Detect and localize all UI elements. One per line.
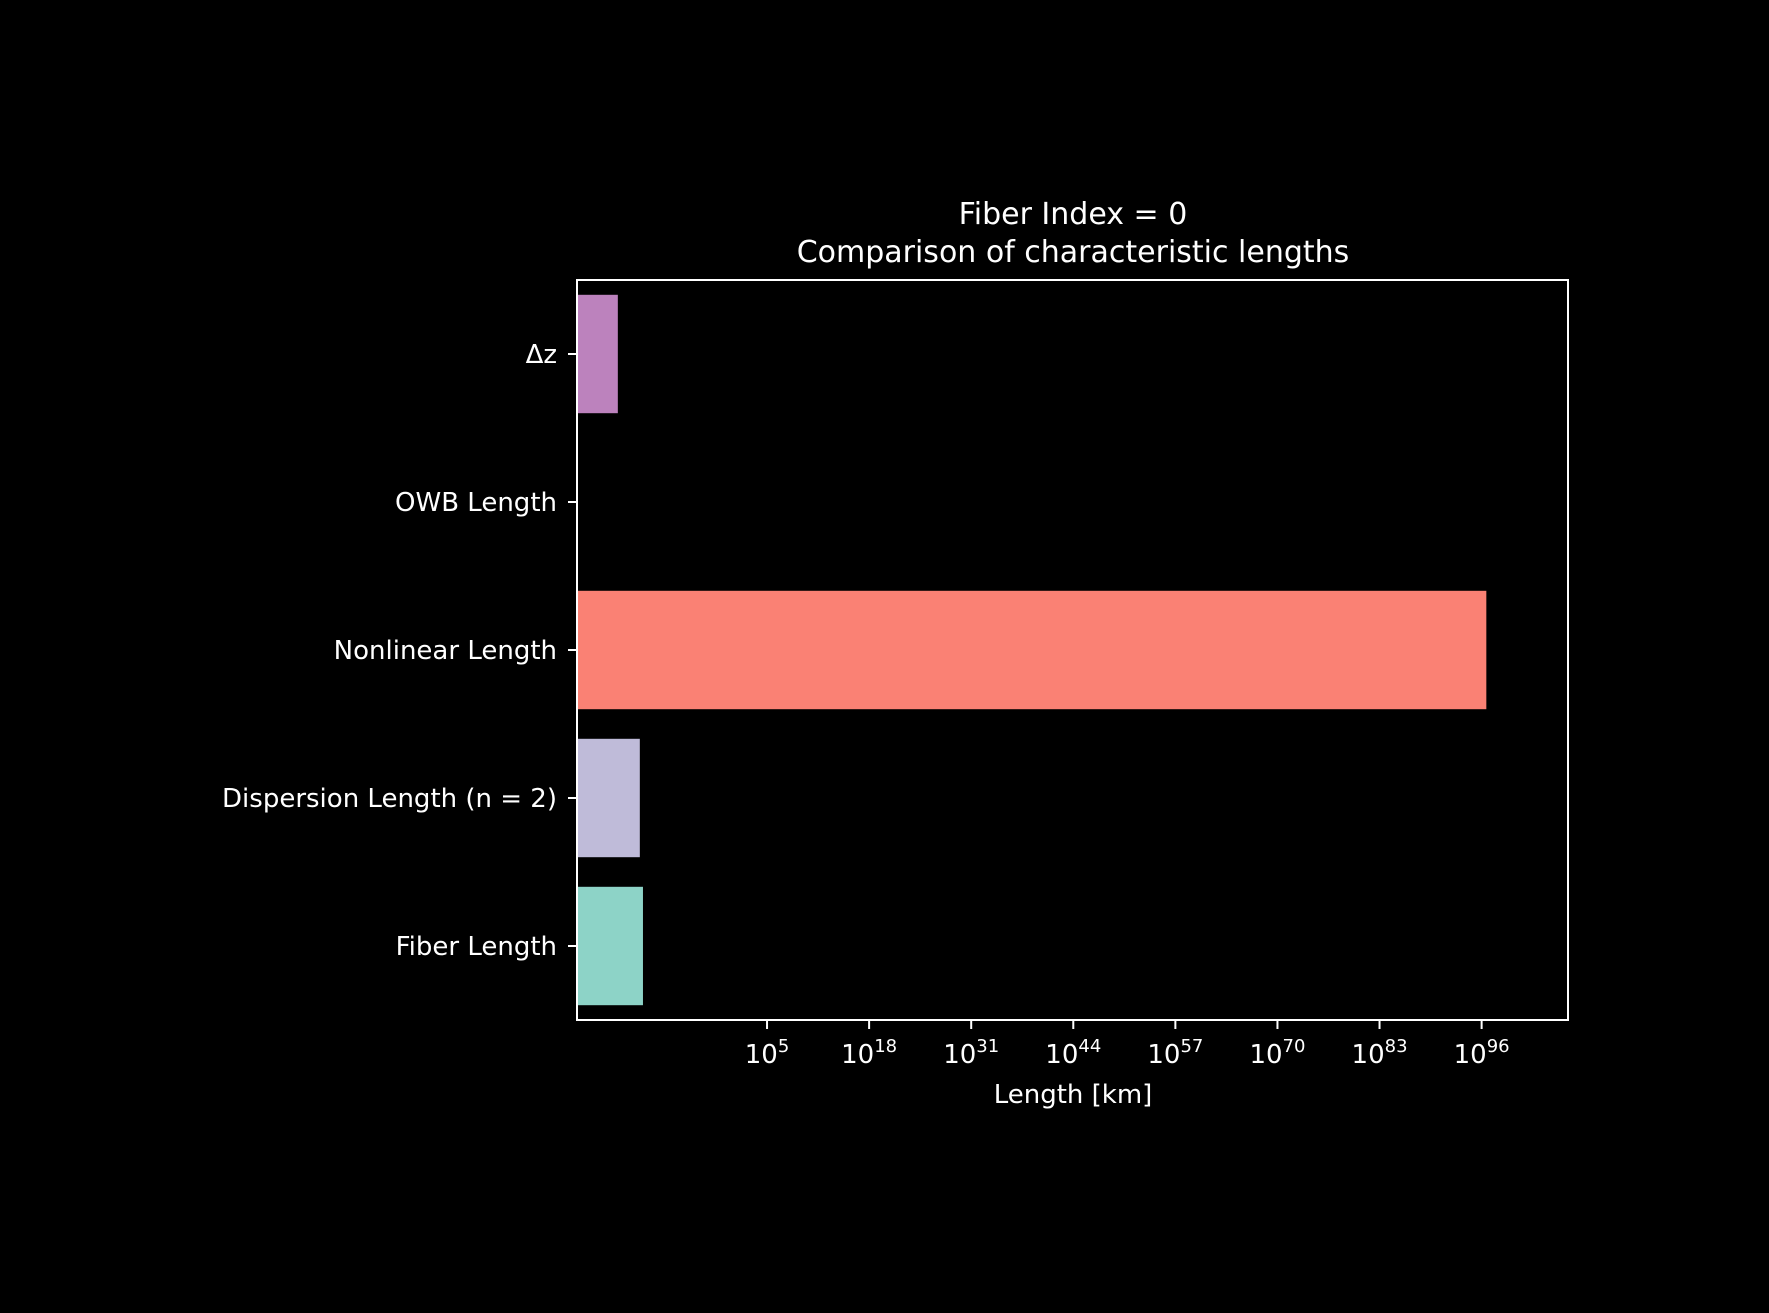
bars-layer (577, 294, 1487, 1006)
y-tick-label: OWB Length (395, 488, 557, 518)
x-axis-label: Length [km] (994, 1080, 1153, 1110)
x-tick-label: 105 (745, 1036, 790, 1070)
plot-frame (576, 279, 1569, 1021)
y-tick-label: Nonlinear Length (334, 636, 557, 666)
x-tick-label: 1083 (1352, 1036, 1408, 1070)
y-axis: Δz OWB Length Nonlinear Length Dispersion L… (222, 340, 577, 962)
chart-title: Fiber Index = 0 (959, 197, 1188, 232)
bar-3 (577, 738, 640, 858)
x-tick-label: 1044 (1045, 1036, 1101, 1070)
x-tick-label: 1057 (1147, 1036, 1203, 1070)
x-tick-label: 1096 (1454, 1036, 1510, 1070)
bar-2 (577, 590, 1487, 710)
y-tick-label: Δz (526, 340, 557, 370)
bar-0 (577, 294, 618, 414)
y-tick-label: Dispersion Length (n = 2) (222, 784, 557, 814)
bar-4 (577, 886, 643, 1006)
x-tick-label: 1018 (841, 1036, 897, 1070)
x-axis: 105 1018 1031 1044 1057 1070 1083 1096 (745, 1020, 1510, 1070)
y-tick-label: Fiber Length (396, 932, 557, 962)
chart-subtitle: Comparison of characteristic lengths (797, 235, 1350, 270)
x-tick-label: 1031 (943, 1036, 999, 1070)
x-tick-label: 1070 (1249, 1036, 1305, 1070)
